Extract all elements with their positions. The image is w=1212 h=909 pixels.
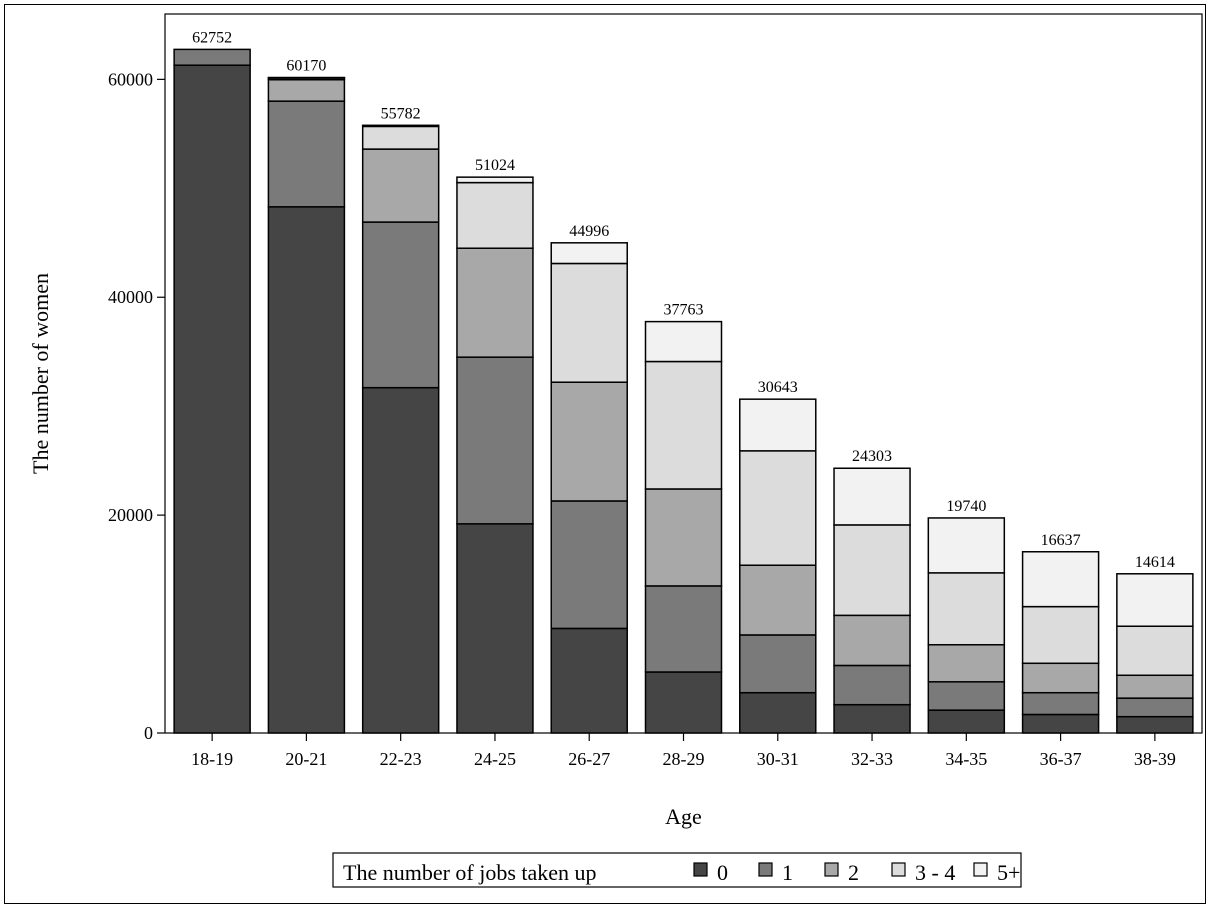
legend-label: 2 [848,860,859,885]
bar-segment [550,381,628,502]
bar-segment [173,64,251,734]
legend-label: 3 - 4 [915,860,955,885]
x-tick-label: 22-23 [380,749,422,769]
bar-segment [267,76,346,79]
bar-segment [833,703,911,734]
y-axis-title: The number of women [28,273,53,474]
bar-segment [361,125,440,150]
bar-segment [739,634,817,694]
bar-total-label: 60170 [286,58,326,75]
bar-segment [927,517,1006,574]
bar-segment [550,262,628,383]
legend-swatch [758,862,773,877]
bar-segment [550,500,628,630]
legend-box [332,852,1022,888]
legend-swatch [891,862,906,877]
bar-segment [833,467,911,526]
bar-segment [739,398,817,452]
bar-segment [1116,697,1194,718]
bar-total-label: 37763 [664,302,704,319]
bar-segment [550,627,628,734]
bar-segment [456,356,534,525]
legend-label: 0 [717,860,728,885]
bar-segment [927,644,1006,683]
bar-total-label: 24303 [852,448,892,465]
bar-segment [1116,625,1194,677]
bar-segment [739,691,817,734]
bar-segment [1116,715,1194,734]
y-tick-label: 0 [144,723,153,743]
y-tick-label: 60000 [108,69,153,89]
x-tick-label: 28-29 [663,749,705,769]
bar-total-label: 44996 [569,223,609,240]
bar-segment [644,360,723,490]
x-tick-label: 34-35 [945,749,987,769]
bar-segment [739,564,817,636]
bar-segment [361,386,440,734]
bar-segment [644,320,723,363]
x-tick-label: 18-19 [191,749,233,769]
legend-label: 5+ [997,860,1020,885]
legend-swatch [973,862,988,877]
bar-segment [456,176,534,184]
bar-segment [1021,551,1100,608]
legend-swatch [824,862,839,877]
legend-label: 1 [782,860,793,885]
bar-segment [1116,674,1194,699]
bar-segment [267,206,346,734]
bar-segment [739,450,817,566]
x-tick-label: 20-21 [285,749,327,769]
bar-segment [1021,713,1100,734]
bar-segment [550,242,628,265]
legend-swatch [693,862,708,877]
bar-segment [927,681,1006,711]
bar-segment [267,78,346,102]
bar-segment [644,488,723,587]
bar-segment [1116,573,1194,627]
bar-segment [361,148,440,223]
x-tick-label: 30-31 [757,749,799,769]
bar-segment [644,585,723,673]
y-tick-label: 20000 [108,505,153,525]
bar-segment [456,181,534,249]
x-axis-title: Age [665,804,702,829]
bar-segment [361,221,440,389]
y-tick-label: 40000 [108,287,153,307]
legend-title: The number of jobs taken up [343,860,597,885]
bar-total-label: 30643 [758,379,798,396]
x-tick-label: 24-25 [474,749,516,769]
bar-total-label: 16637 [1041,532,1081,549]
bar-segment [927,572,1006,646]
bar-total-label: 14614 [1135,554,1175,571]
x-tick-label: 32-33 [851,749,893,769]
bar-segment [173,48,251,66]
bar-segment [927,709,1006,734]
bar-segment [267,100,346,208]
bar-segment [644,671,723,734]
bar-segment [1021,662,1100,694]
bar-segment [1021,691,1100,716]
bar-segment [361,124,440,128]
bar-segment [833,524,911,617]
x-tick-label: 38-39 [1134,749,1176,769]
bar-segment [1021,605,1100,665]
x-tick-label: 26-27 [568,749,610,769]
bar-segment [833,614,911,667]
bar-total-label: 51024 [475,157,515,174]
bar-segment [456,523,534,734]
bar-total-label: 19740 [946,498,986,515]
x-tick-label: 36-37 [1040,749,1082,769]
bar-total-label: 62752 [192,29,232,46]
bar-segment [833,664,911,706]
bar-segment [456,247,534,358]
bar-total-label: 55782 [381,105,421,122]
